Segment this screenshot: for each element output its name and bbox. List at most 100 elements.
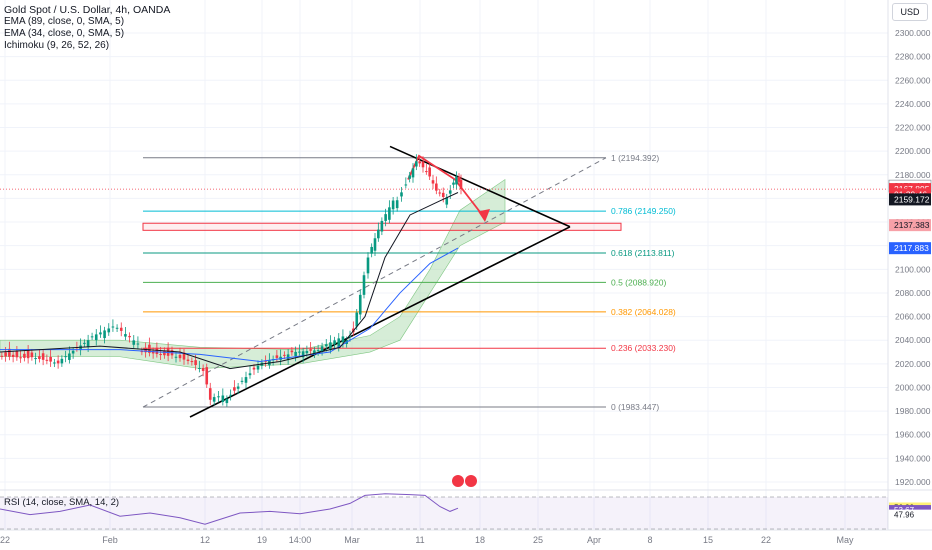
projection-arrowhead	[478, 209, 490, 223]
candle-body	[79, 345, 82, 351]
candle-body	[186, 359, 190, 362]
candle-body	[23, 353, 26, 358]
candle-body	[83, 342, 86, 344]
candle-body	[201, 367, 205, 371]
price-axis-tick: 2220.000	[895, 123, 931, 133]
rsi-legend[interactable]: RSI (14, close, SMA, 14, 2)	[4, 497, 120, 508]
ascending-trend-line	[189, 226, 571, 418]
candle-body	[221, 395, 225, 402]
time-axis-tick: May	[836, 535, 854, 545]
candle-body	[452, 182, 455, 185]
candle-body	[163, 350, 166, 356]
candle-body	[448, 190, 452, 194]
candle-body	[395, 200, 399, 209]
candle-body	[404, 184, 408, 186]
time-axis-tick: 12	[200, 535, 210, 545]
candle-body	[337, 338, 341, 348]
candle-body	[205, 367, 209, 385]
candle-body	[275, 355, 279, 358]
candle-body	[26, 350, 30, 359]
candle-body	[140, 351, 144, 353]
price-label-text: 2137.383	[894, 220, 930, 230]
candle-body	[309, 349, 312, 351]
candle-body	[286, 354, 290, 360]
candle-body	[459, 179, 463, 189]
candle-body	[283, 354, 286, 356]
price-label-text: 2159.172	[894, 194, 930, 204]
candle-body	[455, 176, 458, 185]
candle-body	[0, 355, 4, 357]
time-axis-tick: 22	[761, 535, 771, 545]
candle-body	[124, 334, 127, 337]
candle-body	[208, 388, 212, 400]
time-axis-tick: 14:00	[289, 535, 312, 545]
price-axis-tick: 2200.000	[895, 146, 931, 156]
candle-body	[71, 350, 75, 354]
candle-body	[377, 229, 380, 239]
candle-body	[248, 373, 252, 376]
candle-body	[107, 328, 111, 333]
candle-body	[99, 332, 102, 335]
price-axis-tick: 1920.000	[895, 477, 931, 487]
ichimoku-label[interactable]: Ichimoku (9, 26, 52, 26)	[4, 40, 110, 51]
candle-body	[256, 365, 260, 370]
currency-button[interactable]: USD	[892, 3, 928, 21]
candle-body	[457, 176, 461, 182]
ema-34-label[interactable]: EMA (34, close, 0, SMA, 5)	[4, 28, 125, 39]
price-axis-tick: 2100.000	[895, 264, 931, 274]
price-axis-tick: 1980.000	[895, 406, 931, 416]
price-axis-tick: 2180.000	[895, 170, 931, 180]
candle-body	[305, 351, 309, 354]
candle-body	[435, 183, 438, 191]
fib-level-label: 0 (1983.447)	[611, 402, 659, 412]
candle-body	[136, 343, 140, 345]
candle-body	[60, 358, 64, 364]
candle-body	[178, 354, 182, 359]
candle-body	[240, 380, 244, 382]
candle-body	[212, 397, 216, 402]
price-label-box	[889, 193, 931, 206]
candle-body	[408, 175, 411, 179]
candle-body	[132, 340, 136, 345]
candle-body	[151, 350, 155, 354]
price-label-text: 2117.883	[894, 243, 929, 253]
candle-body	[190, 361, 194, 363]
candle-body	[90, 336, 94, 338]
candle-body	[341, 336, 345, 343]
candle-body	[324, 344, 328, 347]
ema-34-line	[0, 192, 459, 370]
candle-body	[320, 346, 324, 353]
rsi-line	[0, 493, 459, 525]
candle-body	[425, 171, 428, 173]
candle-body	[8, 348, 11, 357]
candle-body	[380, 220, 384, 232]
candle-body	[144, 347, 147, 353]
ema-89-label[interactable]: EMA (89, close, 0, SMA, 5)	[4, 16, 125, 27]
candle-body	[128, 335, 131, 338]
candle-body	[411, 168, 415, 178]
candle-body	[438, 192, 442, 194]
candle-body	[174, 356, 178, 358]
candle-body	[56, 360, 60, 364]
price-axis-tick: 2300.000	[895, 28, 931, 38]
price-axis-tick: 2000.000	[895, 382, 931, 392]
time-axis-tick: Mar	[344, 535, 360, 545]
candle-body	[41, 353, 45, 360]
candle-body	[431, 180, 435, 184]
symbol-title[interactable]: Gold Spot / U.S. Dollar, 4h, OANDA	[4, 4, 171, 16]
candle-body	[333, 340, 336, 345]
fib-level-label: 1 (2194.392)	[611, 153, 659, 163]
candle-body	[329, 342, 332, 350]
price-axis-tick: 2260.000	[895, 75, 931, 85]
time-axis-tick: 25	[533, 535, 543, 545]
candle-body	[30, 352, 34, 358]
candle-body	[111, 326, 115, 328]
price-label-box	[889, 219, 931, 232]
candle-body	[225, 398, 229, 404]
time-axis-tick: 19	[257, 535, 267, 545]
fib-level-label: 0.618 (2113.811)	[611, 248, 675, 258]
candle-body	[362, 275, 366, 295]
candle-body	[148, 344, 151, 353]
